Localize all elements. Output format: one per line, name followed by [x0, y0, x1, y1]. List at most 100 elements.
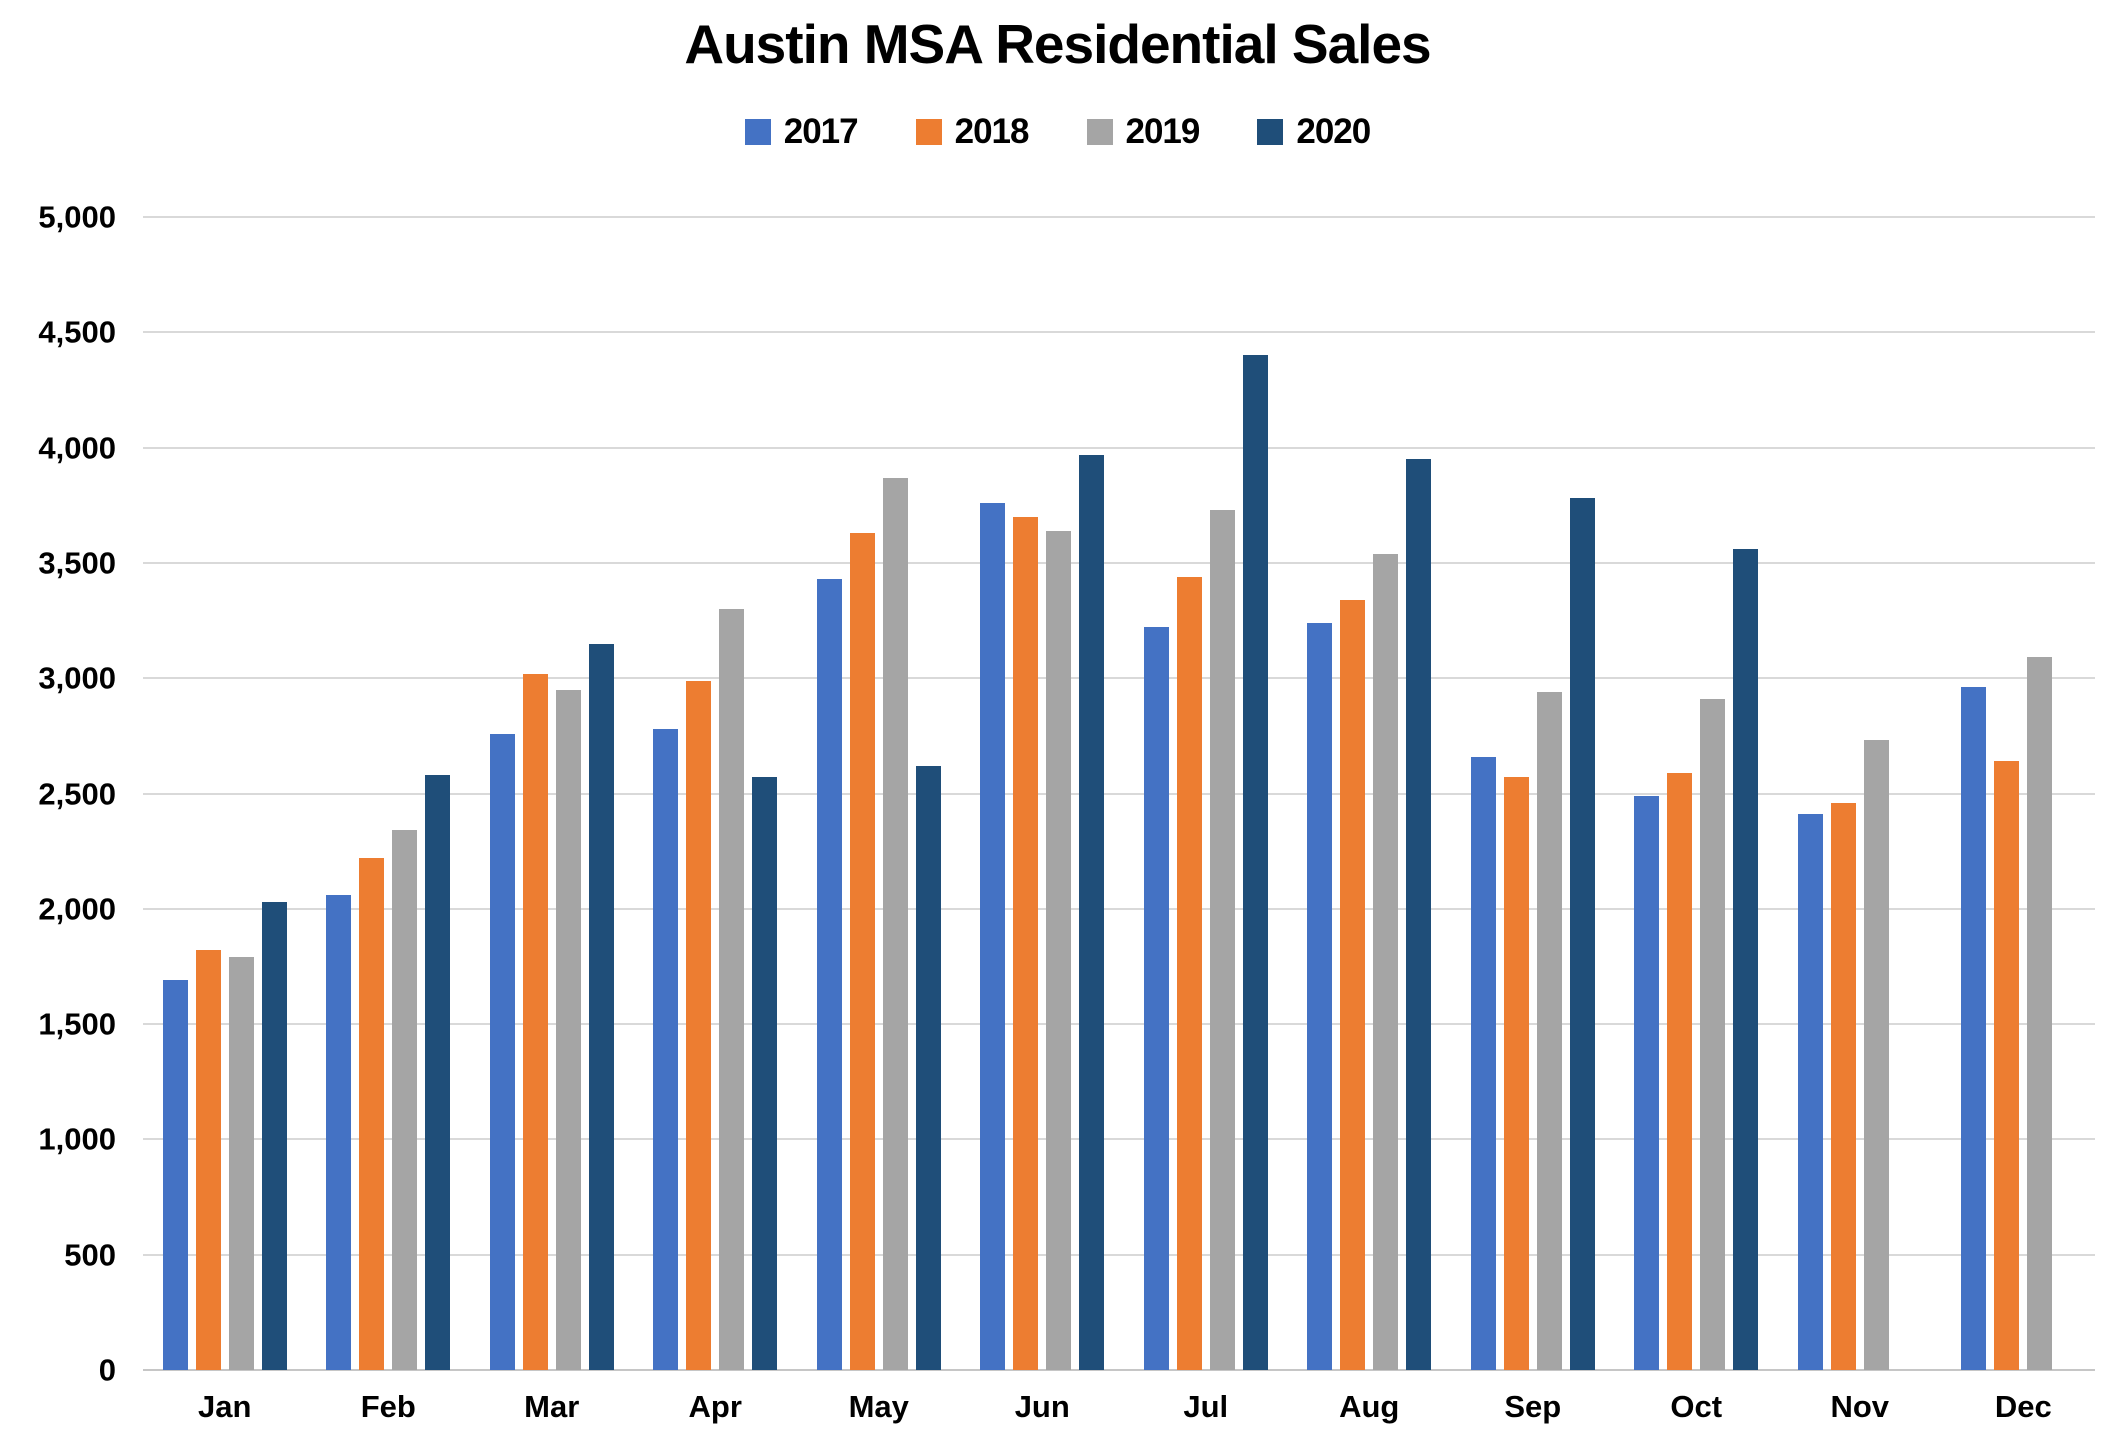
bar-feb-2019 [392, 830, 418, 1370]
bar-aug-2019 [1373, 553, 1399, 1370]
bar-may-2017 [816, 579, 842, 1370]
gridline [143, 1253, 2095, 1256]
bar-jun-2019 [1046, 530, 1072, 1370]
x-axis-label-apr: Apr [688, 1389, 742, 1424]
y-axis-tick-label: 5,000 [38, 199, 116, 235]
month-group-mar [470, 217, 634, 1370]
month-group-jul [1124, 217, 1288, 1370]
x-axis-label-oct: Oct [1670, 1389, 1723, 1424]
month-group-jan [143, 217, 307, 1370]
month-group-jun [961, 217, 1125, 1370]
month-group-apr [634, 217, 798, 1370]
x-axis-label-feb: Feb [360, 1389, 416, 1424]
bar-mar-2018 [522, 673, 548, 1370]
month-group-oct [1615, 217, 1779, 1370]
legend: 2017 2018 2019 2020 [0, 112, 2115, 152]
month-group-aug [1288, 217, 1452, 1370]
bar-aug-2018 [1340, 599, 1366, 1370]
gridline [143, 561, 2095, 564]
bar-may-2019 [882, 477, 908, 1370]
y-axis-tick-label: 3,000 [38, 660, 116, 696]
bar-jul-2019 [1209, 509, 1235, 1370]
bar-mar-2019 [555, 689, 581, 1370]
legend-item-2019: 2019 [1086, 112, 1201, 152]
month-group-feb [307, 217, 471, 1370]
y-axis-tick-label: 1,500 [38, 1006, 116, 1042]
y-axis-tick-label: 2,500 [38, 776, 116, 811]
bar-jul-2020 [1242, 355, 1268, 1370]
legend-swatch-icon [915, 119, 942, 145]
gridline [143, 216, 2095, 218]
bar-jan-2017 [162, 980, 188, 1370]
x-axis-label-jul: Jul [1183, 1389, 1229, 1424]
bar-sep-2018 [1503, 777, 1529, 1370]
bar-feb-2018 [359, 858, 385, 1370]
gridline [143, 792, 2095, 795]
legend-item-2020: 2020 [1257, 112, 1371, 152]
x-axis-label-sep: Sep [1504, 1389, 1562, 1424]
legend-label: 2020 [1296, 112, 1371, 151]
bar-dec-2018 [1994, 761, 2020, 1370]
month-group-dec [1942, 217, 2106, 1370]
x-axis-label-may: May [848, 1389, 909, 1424]
y-axis-tick-label: 500 [64, 1237, 116, 1273]
gridline [143, 331, 2095, 334]
bar-jun-2018 [1013, 516, 1039, 1370]
bar-dec-2019 [2027, 657, 2053, 1370]
month-group-may [797, 217, 961, 1370]
bar-dec-2017 [1961, 687, 1987, 1370]
bars-row [143, 217, 2105, 1370]
legend-swatch-icon [744, 119, 771, 145]
legend-swatch-icon [1086, 119, 1113, 145]
bar-may-2020 [915, 765, 941, 1370]
chart-title: Austin MSA Residential Sales [684, 13, 1431, 75]
bar-oct-2020 [1733, 549, 1759, 1370]
bar-feb-2020 [425, 775, 451, 1370]
bar-aug-2020 [1406, 459, 1432, 1370]
bar-oct-2019 [1700, 698, 1726, 1370]
y-axis-tick-label: 1,000 [38, 1121, 116, 1157]
bar-apr-2019 [719, 609, 745, 1370]
y-axis: 0 500 1,000 1,500 2,000 2,500 3,000 3,500 4,000 4… [0, 202, 116, 1386]
bar-sep-2019 [1536, 692, 1562, 1370]
month-group-sep [1451, 217, 1615, 1370]
bar-aug-2017 [1307, 622, 1333, 1370]
y-axis-tick-label: 4,000 [38, 430, 116, 466]
legend-item-2017: 2017 [744, 112, 859, 152]
legend-item-2018: 2018 [915, 112, 1030, 152]
bar-jun-2017 [980, 502, 1006, 1370]
x-axis-label-jun: Jun [1014, 1389, 1070, 1424]
y-axis-tick-label: 3,500 [38, 545, 116, 581]
month-group-nov [1778, 217, 1942, 1370]
bar-nov-2019 [1863, 740, 1889, 1370]
legend-label: 2017 [783, 112, 859, 151]
gridline [143, 1138, 2095, 1141]
bar-jul-2018 [1176, 576, 1202, 1370]
bar-feb-2017 [326, 894, 352, 1370]
gridline [143, 677, 2095, 680]
x-axis-line [143, 1369, 2095, 1371]
gridline [143, 907, 2095, 910]
bar-mar-2020 [588, 643, 614, 1370]
y-axis-tick-label: 0 [98, 1352, 116, 1388]
bar-apr-2017 [653, 728, 679, 1370]
bar-jan-2018 [195, 950, 221, 1370]
bar-nov-2017 [1797, 814, 1823, 1370]
bar-jan-2020 [261, 901, 287, 1370]
x-axis-label-nov: Nov [1830, 1389, 1890, 1424]
bar-apr-2018 [686, 680, 712, 1370]
x-axis-label-dec: Dec [1994, 1389, 2052, 1424]
x-axis-label-aug: Aug [1339, 1389, 1400, 1424]
bar-oct-2018 [1667, 772, 1693, 1370]
legend-label: 2018 [954, 112, 1030, 151]
bar-nov-2018 [1830, 802, 1856, 1370]
bar-mar-2017 [489, 733, 515, 1370]
bar-sep-2017 [1470, 756, 1496, 1370]
bar-oct-2017 [1634, 795, 1660, 1370]
y-axis-tick-label: 4,500 [38, 314, 116, 350]
gridline [143, 1023, 2095, 1026]
bar-apr-2020 [752, 777, 778, 1370]
legend-label: 2019 [1125, 112, 1201, 151]
gridline [143, 446, 2095, 449]
